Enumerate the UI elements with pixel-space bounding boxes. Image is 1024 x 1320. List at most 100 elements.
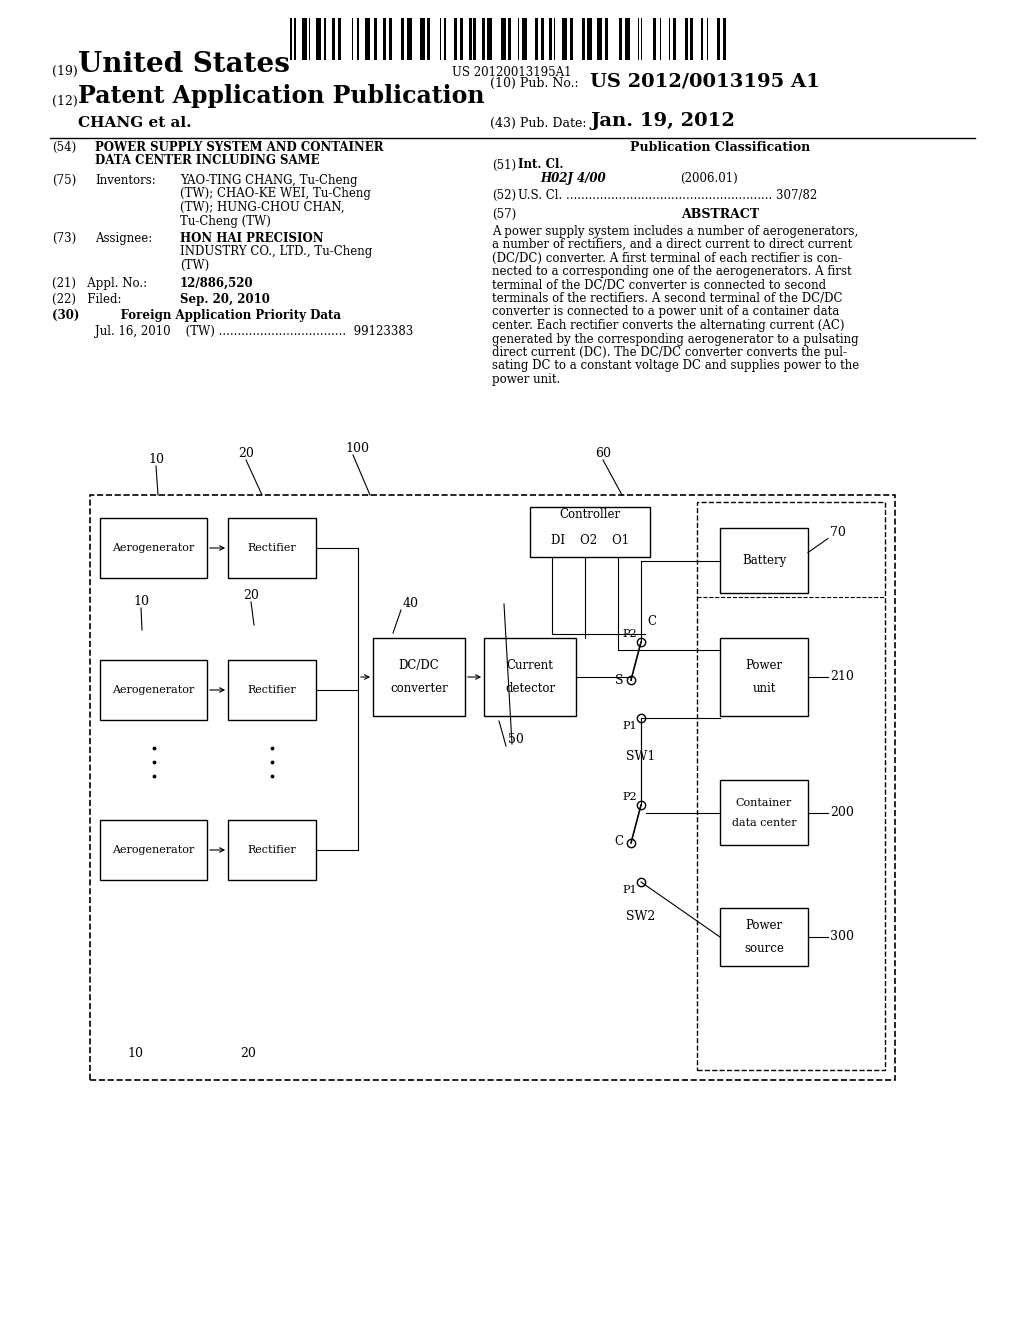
Text: (51): (51) [492,158,516,172]
Text: H02J 4/00: H02J 4/00 [540,172,605,185]
Text: (12): (12) [52,95,78,108]
Text: 70: 70 [830,525,846,539]
Bar [717,18,720,59]
Text: (54): (54) [52,141,76,154]
Text: (10) Pub. No.:: (10) Pub. No.: [490,77,579,90]
Bar [308,18,310,59]
Bar [439,18,441,59]
Text: Current: Current [507,659,553,672]
Text: A power supply system includes a number of aerogenerators,: A power supply system includes a number … [492,224,858,238]
Text: converter: converter [390,682,447,696]
Text: data center: data center [732,817,797,828]
Text: direct current (DC). The DC/DC converter converts the pul-: direct current (DC). The DC/DC converter… [492,346,847,359]
Text: (73): (73) [52,232,76,246]
Bar [486,18,492,59]
Text: Aerogenerator: Aerogenerator [113,685,195,696]
Bar [501,18,506,59]
Text: (TW); CHAO-KE WEI, Tu-Cheng: (TW); CHAO-KE WEI, Tu-Cheng [180,187,371,201]
Text: C: C [647,615,656,628]
Bar [562,18,567,59]
Bar [652,18,655,59]
Text: 10: 10 [127,1047,143,1060]
Text: Power: Power [745,919,782,932]
Text: 50: 50 [508,733,524,746]
Bar [420,18,425,59]
Bar [469,18,471,59]
Bar [720,638,808,715]
Text: center. Each rectifier converts the alternating current (AC): center. Each rectifier converts the alte… [492,319,845,333]
Bar [454,18,457,59]
Text: 20: 20 [243,589,259,602]
Bar [605,18,608,59]
Bar [100,660,207,719]
Text: (2006.01): (2006.01) [680,172,737,185]
Bar [673,18,676,59]
Bar [530,507,650,557]
Text: detector: detector [505,682,555,696]
Text: 10: 10 [148,453,164,466]
Text: Rectifier: Rectifier [248,845,296,855]
Text: Rectifier: Rectifier [248,685,296,696]
Text: S: S [614,673,623,686]
Text: (19): (19) [52,65,78,78]
Text: 20: 20 [238,447,254,459]
Text: sating DC to a constant voltage DC and supplies power to the: sating DC to a constant voltage DC and s… [492,359,859,372]
Bar [351,18,353,59]
Text: United States: United States [78,51,290,78]
Text: Aerogenerator: Aerogenerator [113,543,195,553]
Text: DI    O2    O1: DI O2 O1 [551,535,629,546]
Bar [701,18,702,59]
Bar [517,18,519,59]
Text: generated by the corresponding aerogenerator to a pulsating: generated by the corresponding aerogener… [492,333,859,346]
Text: (52): (52) [492,189,516,202]
Text: Aerogenerator: Aerogenerator [113,845,195,855]
Bar [569,18,572,59]
Text: CHANG et al.: CHANG et al. [78,116,191,129]
Text: Int. Cl.: Int. Cl. [518,158,563,172]
Text: source: source [744,942,784,954]
Bar [640,18,642,59]
Text: (22)   Filed:: (22) Filed: [52,293,122,306]
Bar [357,18,358,59]
Bar [324,18,326,59]
Text: power unit.: power unit. [492,374,560,385]
Text: (75): (75) [52,174,76,187]
Bar [697,502,885,1071]
Bar [407,18,412,59]
Bar [720,908,808,966]
Bar [618,18,622,59]
Text: US 2012/0013195 A1: US 2012/0013195 A1 [590,73,820,90]
Text: 20: 20 [240,1047,256,1060]
Text: P1: P1 [623,884,637,895]
Bar [685,18,688,59]
Text: Assignee:: Assignee: [95,232,153,246]
Text: SW1: SW1 [627,750,655,763]
Text: 210: 210 [830,671,854,684]
Text: Battery: Battery [741,554,786,568]
Bar [290,18,292,59]
Text: Sep. 20, 2010: Sep. 20, 2010 [180,293,270,306]
Text: (TW); HUNG-CHOU CHAN,: (TW); HUNG-CHOU CHAN, [180,201,344,214]
Bar [90,495,895,1080]
Bar [338,18,341,59]
Bar [587,18,592,59]
Bar [302,18,307,59]
Text: Power: Power [745,659,782,672]
Text: P2: P2 [623,792,637,803]
Text: P2: P2 [623,630,637,639]
Bar [383,18,386,59]
Text: ABSTRACT: ABSTRACT [681,209,759,220]
Text: converter is connected to a power unit of a container data: converter is connected to a power unit o… [492,305,840,318]
Bar [100,517,207,578]
Bar [388,18,391,59]
Bar [484,638,575,715]
Text: unit: unit [753,682,776,696]
Bar [228,660,316,719]
Text: HON HAI PRECISION: HON HAI PRECISION [180,232,324,246]
Text: Patent Application Publication: Patent Application Publication [78,84,484,108]
Bar [669,18,670,59]
Bar [100,820,207,880]
Text: Jan. 19, 2012: Jan. 19, 2012 [590,112,735,129]
Text: U.S. Cl. ....................................................... 307/82: U.S. Cl. ...............................… [518,189,817,202]
Text: Controller: Controller [559,508,621,521]
